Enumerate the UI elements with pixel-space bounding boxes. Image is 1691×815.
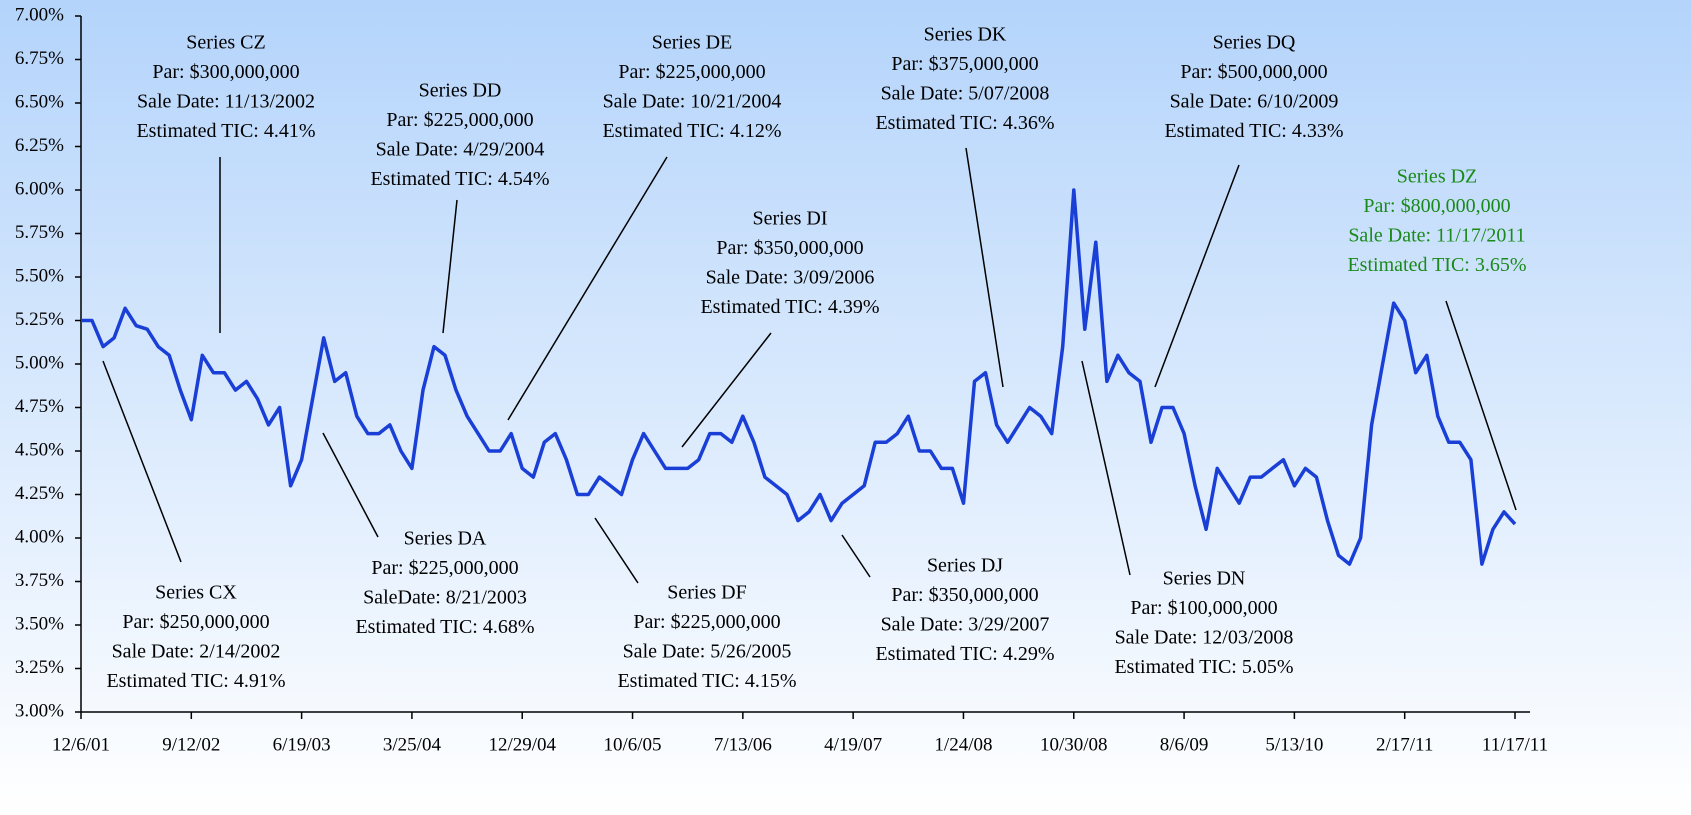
annotation-text: Par: $375,000,000 [891, 53, 1038, 75]
annotation-text: Estimated TIC: 5.05% [1114, 656, 1293, 678]
annotation-text: Sale Date: 11/17/2011 [1348, 225, 1525, 247]
x-tick-label: 10/6/05 [604, 734, 662, 755]
leader-line [965, 147, 1004, 388]
annotation-text: Estimated TIC: 4.41% [136, 120, 315, 142]
y-tick-label: 5.00% [15, 352, 64, 373]
annotation-text: Sale Date: 3/29/2007 [881, 614, 1050, 636]
annotation-text: Estimated TIC: 4.54% [370, 168, 549, 190]
y-tick-label: 4.75% [15, 396, 64, 417]
y-tick-label: 4.00% [15, 526, 64, 547]
annotation-text: Sale Date: 11/13/2002 [137, 91, 315, 113]
y-tick-label: 5.50% [15, 265, 64, 286]
y-tick-label: 4.25% [15, 483, 64, 504]
annotation-text: SaleDate: 8/21/2003 [363, 587, 527, 609]
annotation-text: Estimated TIC: 4.68% [355, 616, 534, 638]
annotation-text: Sale Date: 5/07/2008 [881, 83, 1050, 105]
annotation-text: Estimated TIC: 4.36% [875, 112, 1054, 134]
annotation-text: Series CX [155, 582, 237, 604]
x-tick-label: 2/17/11 [1376, 734, 1433, 755]
annotation-text: Estimated TIC: 4.15% [617, 670, 796, 692]
x-tick-label: 1/24/08 [934, 734, 992, 755]
y-tick-label: 3.75% [15, 570, 64, 591]
annotation-text: Par: $225,000,000 [386, 109, 533, 131]
y-tick-label: 5.25% [15, 309, 64, 330]
annotation-text: Series DK [924, 24, 1007, 46]
annotation-text: Series DZ [1397, 166, 1478, 188]
annotation-text: Series DI [753, 208, 828, 230]
leader-line [681, 332, 772, 448]
annotation-text: Series DD [419, 80, 502, 102]
annotation-text: Series DA [404, 528, 487, 550]
leader-line [507, 156, 668, 421]
annotation-text: Par: $250,000,000 [122, 611, 269, 633]
annotation-text: Sale Date: 4/29/2004 [376, 139, 545, 161]
annotation-text: Series DN [1163, 568, 1246, 590]
x-tick-label: 12/6/01 [52, 734, 110, 755]
x-tick-label: 12/29/04 [488, 734, 556, 755]
y-tick-label: 3.25% [15, 657, 64, 678]
leader-line [102, 360, 182, 563]
y-tick-label: 6.25% [15, 135, 64, 156]
x-tick-label: 3/25/04 [383, 734, 442, 755]
annotation-text: Par: $100,000,000 [1130, 597, 1277, 619]
annotation-text: Estimated TIC: 4.29% [875, 643, 1054, 665]
annotation-text: Estimated TIC: 4.91% [106, 670, 285, 692]
annotation-text: Estimated TIC: 4.33% [1164, 120, 1343, 142]
annotation-text: Par: $300,000,000 [152, 61, 299, 83]
annotation-text: Sale Date: 10/21/2004 [603, 91, 782, 113]
leader-line [594, 517, 639, 584]
annotation-text: Series DF [667, 582, 746, 604]
annotation-text: Series DQ [1213, 32, 1296, 54]
annotation-text: Sale Date: 12/03/2008 [1115, 627, 1294, 649]
y-tick-label: 3.50% [15, 613, 64, 634]
leader-line [442, 199, 458, 334]
leader-line [1154, 164, 1240, 388]
annotation-text: Par: $225,000,000 [371, 557, 518, 579]
annotation-text: Par: $225,000,000 [618, 61, 765, 83]
y-tick-label: 6.50% [15, 91, 64, 112]
annotation-text: Par: $350,000,000 [716, 237, 863, 259]
annotation-text: Series DE [652, 32, 733, 54]
y-tick-label: 7.00% [15, 4, 64, 25]
annotation-text: Par: $800,000,000 [1363, 195, 1510, 217]
leader-line [322, 432, 379, 538]
annotation-text: Par: $500,000,000 [1180, 61, 1327, 83]
annotation-text: Sale Date: 3/09/2006 [706, 267, 875, 289]
y-tick-label: 5.75% [15, 222, 64, 243]
x-tick-label: 8/6/09 [1160, 734, 1209, 755]
annotation-text: Estimated TIC: 4.12% [602, 120, 781, 142]
x-tick-label: 11/17/11 [1482, 734, 1548, 755]
annotation-text: Estimated TIC: 4.39% [700, 296, 879, 318]
annotation-text: Sale Date: 6/10/2009 [1170, 91, 1339, 113]
y-tick-label: 6.00% [15, 178, 64, 199]
x-tick-label: 7/13/06 [714, 734, 772, 755]
leader-line [841, 534, 871, 578]
annotation-text: Par: $350,000,000 [891, 584, 1038, 606]
y-tick-label: 6.75% [15, 48, 64, 69]
leader-line [1445, 300, 1517, 511]
x-tick-label: 6/19/03 [273, 734, 331, 755]
x-tick-label: 5/13/10 [1265, 734, 1323, 755]
annotation-text: Estimated TIC: 3.65% [1347, 254, 1526, 276]
annotation-text: Sale Date: 5/26/2005 [623, 641, 792, 663]
line [81, 188, 1517, 566]
annotation-text: Series DJ [927, 555, 1003, 577]
annotation-text: Par: $225,000,000 [633, 611, 780, 633]
x-tick-label: 10/30/08 [1040, 734, 1108, 755]
leader-line [1081, 360, 1131, 576]
y-tick-label: 4.50% [15, 439, 64, 460]
annotation-text: Sale Date: 2/14/2002 [112, 641, 281, 663]
x-tick-label: 9/12/02 [162, 734, 220, 755]
y-tick-label: 3.00% [15, 700, 64, 721]
x-tick-label: 4/19/07 [824, 734, 882, 755]
annotation-text: Series CZ [186, 32, 265, 54]
